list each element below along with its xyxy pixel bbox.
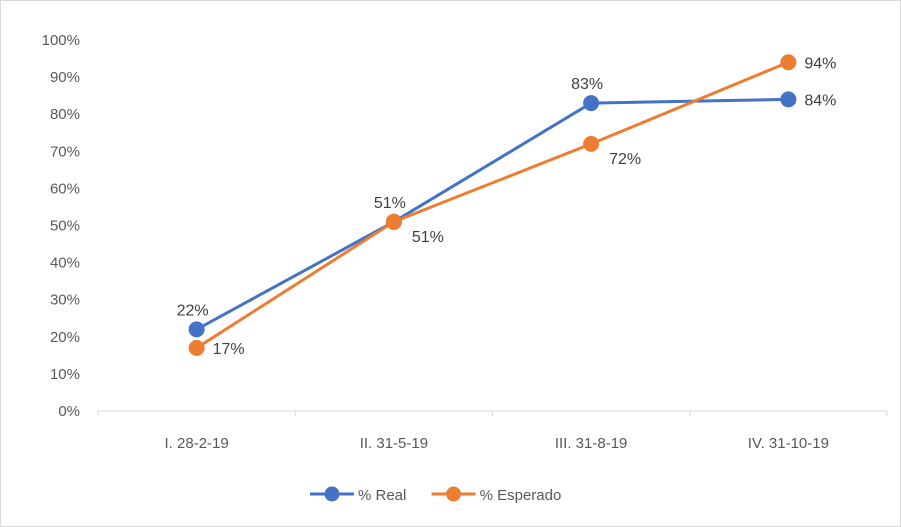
data-point <box>188 321 205 338</box>
x-tick-label: II. 31-5-19 <box>360 435 428 452</box>
data-point <box>780 54 797 71</box>
data-label: 51% <box>374 195 406 212</box>
legend-label: % Real <box>358 487 406 504</box>
y-tick-label: 10% <box>50 366 80 383</box>
series-line <box>195 60 789 350</box>
series-line <box>195 97 789 331</box>
legend-label: % Esperado <box>480 487 562 504</box>
y-tick-label: 50% <box>50 218 80 235</box>
axes: 0% 10% 20% 30% 40% 50% 60% 70% 80% 90% 100% I. 28-2… <box>42 32 888 452</box>
series-layer <box>188 54 797 356</box>
data-point <box>188 339 205 356</box>
y-tick-label: 100% <box>42 32 80 49</box>
data-point <box>583 135 600 152</box>
data-label: 22% <box>177 302 209 319</box>
y-tick-label: 90% <box>50 69 80 86</box>
data-label: 51% <box>412 229 444 246</box>
legend-marker <box>446 486 462 502</box>
y-tick-label: 70% <box>50 143 80 160</box>
data-label: 83% <box>571 76 603 93</box>
data-label: 72% <box>609 151 641 168</box>
y-tick-label: 20% <box>50 329 80 346</box>
legend: % Real % Esperado <box>310 486 562 504</box>
legend-marker <box>324 486 340 502</box>
data-labels: 22% 51% 83% 84% 17% 51% 72% 94% <box>177 55 837 358</box>
data-point <box>385 213 402 230</box>
data-label: 17% <box>213 341 245 358</box>
data-point <box>780 91 797 108</box>
data-label: 84% <box>804 92 836 109</box>
x-tick-label: III. 31-8-19 <box>555 435 628 452</box>
y-tick-label: 40% <box>50 255 80 272</box>
y-tick-label: 0% <box>58 403 80 420</box>
y-tick-label: 60% <box>50 180 80 197</box>
x-tick-label: I. 28-2-19 <box>165 435 229 452</box>
data-label: 94% <box>804 55 836 72</box>
y-tick-label: 80% <box>50 106 80 123</box>
data-point <box>583 95 600 112</box>
x-tick-label: IV. 31-10-19 <box>748 435 829 452</box>
y-tick-label: 30% <box>50 292 80 309</box>
